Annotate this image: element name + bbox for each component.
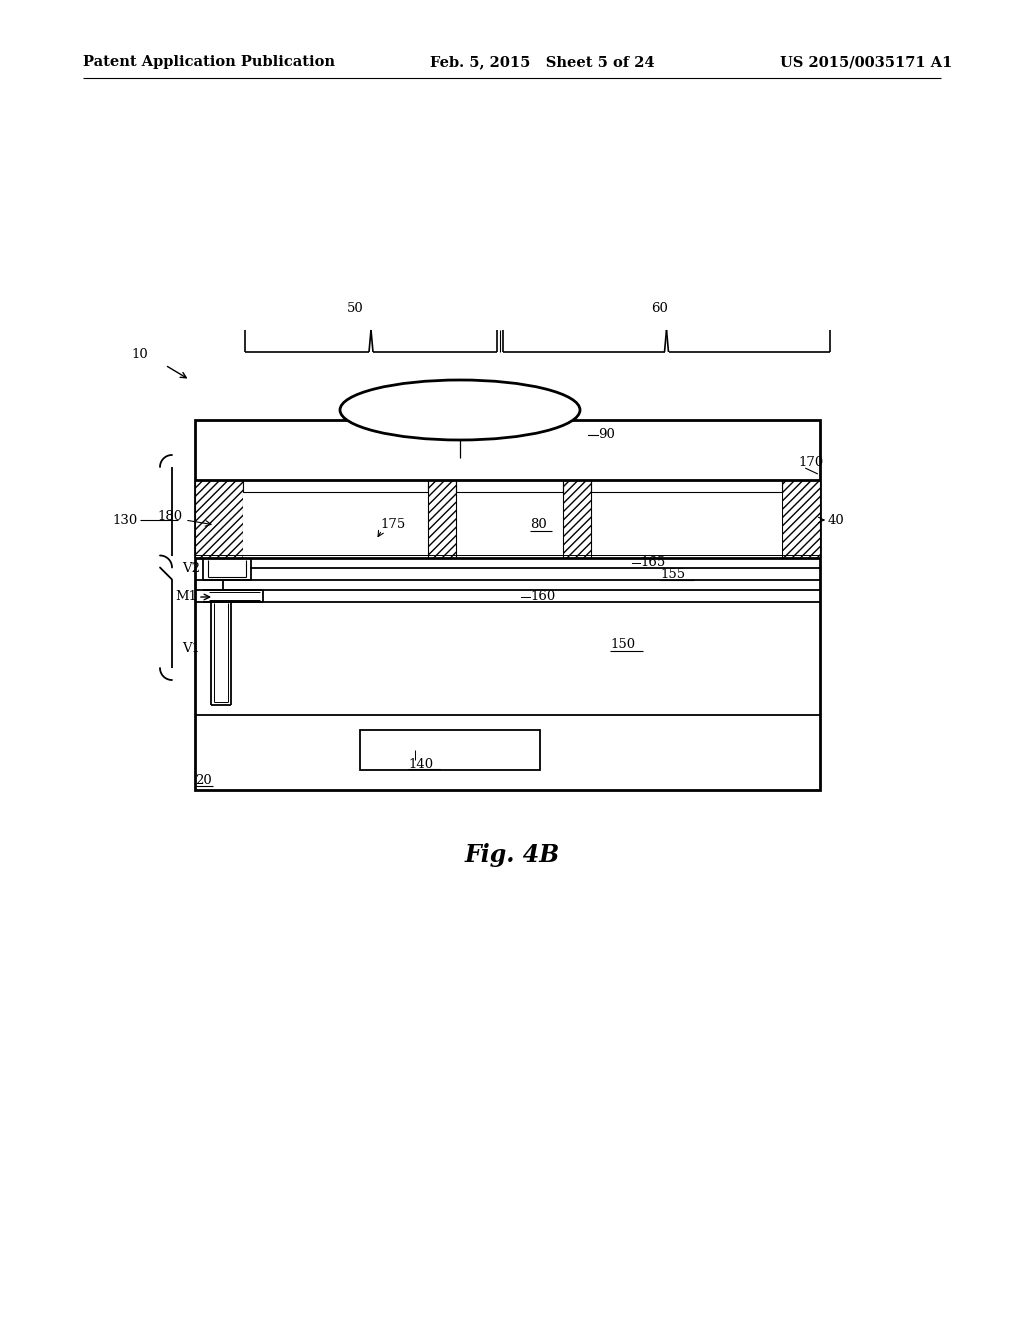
- Bar: [195, 480, 243, 558]
- Text: 175: 175: [380, 517, 406, 531]
- Text: V2: V2: [182, 561, 200, 574]
- Text: Feb. 5, 2015   Sheet 5 of 24: Feb. 5, 2015 Sheet 5 of 24: [430, 55, 654, 69]
- Bar: [563, 480, 591, 558]
- Text: 160: 160: [530, 590, 555, 603]
- Text: 90: 90: [598, 429, 614, 441]
- Text: 60: 60: [651, 302, 669, 315]
- Text: 10: 10: [131, 348, 148, 362]
- Polygon shape: [243, 480, 782, 558]
- Text: 150: 150: [610, 639, 635, 652]
- Text: 140: 140: [408, 758, 433, 771]
- Text: Fig. 4B: Fig. 4B: [464, 843, 560, 867]
- Text: 40: 40: [828, 513, 845, 527]
- Ellipse shape: [340, 380, 580, 440]
- Text: 20: 20: [195, 774, 212, 787]
- Text: 155: 155: [660, 569, 685, 582]
- Bar: [782, 480, 820, 558]
- Text: 50: 50: [347, 302, 364, 315]
- Text: 180: 180: [158, 511, 183, 524]
- Text: 165: 165: [640, 557, 666, 569]
- Text: 80: 80: [530, 517, 547, 531]
- Text: V1: V1: [182, 642, 200, 655]
- Text: 170: 170: [798, 455, 823, 469]
- Text: US 2015/0035171 A1: US 2015/0035171 A1: [780, 55, 952, 69]
- Text: M1: M1: [175, 590, 197, 603]
- Bar: [428, 480, 457, 558]
- Text: 130: 130: [113, 513, 138, 527]
- Text: Patent Application Publication: Patent Application Publication: [83, 55, 335, 69]
